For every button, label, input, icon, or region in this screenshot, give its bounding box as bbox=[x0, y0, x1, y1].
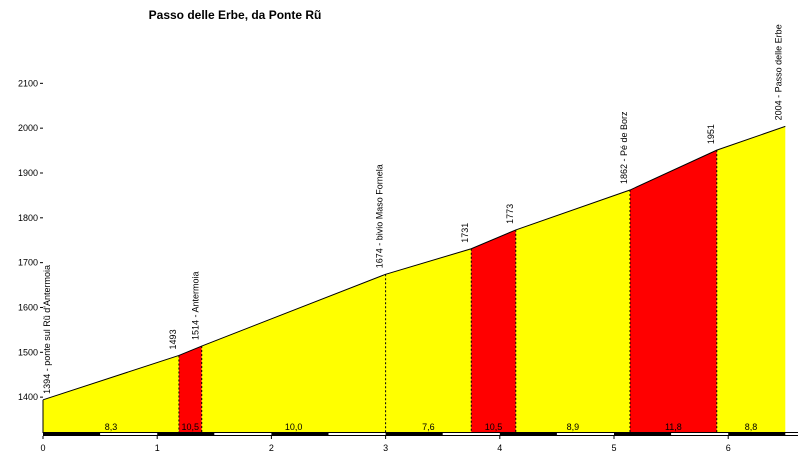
x-axis-bar-gap bbox=[100, 433, 158, 435]
profile-segment-1 bbox=[43, 355, 179, 433]
y-tick-label: 1800 bbox=[18, 213, 38, 223]
segment-gradient-label: 8,8 bbox=[745, 422, 758, 432]
segment-gradient-labels: 8,3 10,5 10,0 7,6 10,5 8,9 11,8 8,8 bbox=[105, 422, 758, 432]
profile-segment-5 bbox=[471, 229, 516, 433]
x-tick-label: 2 bbox=[269, 443, 274, 453]
profile-segment-7 bbox=[629, 150, 717, 434]
x-axis-bar-gap bbox=[556, 433, 614, 435]
point-label: 1773 bbox=[505, 204, 515, 224]
y-tick-label: 1500 bbox=[18, 347, 38, 357]
point-label: 1514 - Antermoia bbox=[191, 271, 201, 340]
profile-line bbox=[42, 125, 786, 401]
x-axis-bar-gap bbox=[328, 433, 386, 435]
y-tick-label: 2100 bbox=[18, 78, 38, 88]
point-elevation-labels: 1394 - ponte sul Rũ d'Antermoia 1493 1514 … bbox=[42, 24, 783, 394]
x-tick-label: 0 bbox=[40, 443, 45, 453]
point-label: 1951 bbox=[706, 124, 716, 144]
point-label: 1674 - bivio Maso Fornela bbox=[375, 164, 385, 268]
segment-gradient-label: 10,0 bbox=[285, 422, 303, 432]
point-label: 1394 - ponte sul Rũ d'Antermoia bbox=[42, 265, 52, 394]
segment-gradient-label: 10,5 bbox=[485, 422, 503, 432]
x-tick-label: 5 bbox=[611, 443, 616, 453]
y-tick-label: 2000 bbox=[18, 123, 38, 133]
y-axis: 1400 1500 1600 1700 1800 1900 2000 2100 bbox=[18, 78, 43, 402]
point-label: 1493 bbox=[168, 329, 178, 349]
segment-gradient-label: 7,6 bbox=[422, 422, 435, 432]
profile-segment-3 bbox=[201, 274, 386, 433]
segment-gradient-label: 11,8 bbox=[665, 422, 682, 432]
segment-gradient-label: 8,9 bbox=[567, 422, 580, 432]
point-label: 1862 - Pé de Borz bbox=[619, 111, 629, 184]
profile-areas bbox=[43, 126, 786, 434]
segment-dividers bbox=[42, 150, 718, 433]
x-axis: 0 1 2 3 4 5 6 bbox=[40, 432, 798, 453]
x-axis-bar-gap bbox=[442, 433, 500, 435]
x-axis-bar-gap bbox=[785, 433, 798, 435]
x-axis-bar-gap bbox=[214, 433, 272, 435]
profile-segment-4 bbox=[385, 248, 472, 433]
y-tick-label: 1600 bbox=[18, 302, 38, 312]
y-tick-label: 1400 bbox=[18, 392, 38, 402]
x-tick-label: 6 bbox=[726, 443, 731, 453]
x-tick-label: 1 bbox=[155, 443, 160, 453]
y-tick-label: 1700 bbox=[18, 258, 38, 268]
point-label: 2004 - Passo delle Erbe bbox=[773, 24, 783, 120]
y-tick-label: 1900 bbox=[18, 168, 38, 178]
chart-title: Passo delle Erbe, da Ponte Rũ bbox=[149, 8, 322, 22]
segment-gradient-label: 8,3 bbox=[105, 422, 118, 432]
profile-segment-6 bbox=[515, 190, 630, 433]
profile-segment-8 bbox=[716, 126, 786, 434]
segment-gradient-label: 10,5 bbox=[182, 422, 200, 432]
x-tick-label: 4 bbox=[497, 443, 502, 453]
x-axis-bar bbox=[43, 432, 798, 436]
x-axis-bar-gap bbox=[671, 433, 729, 435]
x-tick-label: 3 bbox=[383, 443, 388, 453]
point-label: 1731 bbox=[460, 223, 470, 243]
profile-segment-2 bbox=[178, 346, 202, 433]
